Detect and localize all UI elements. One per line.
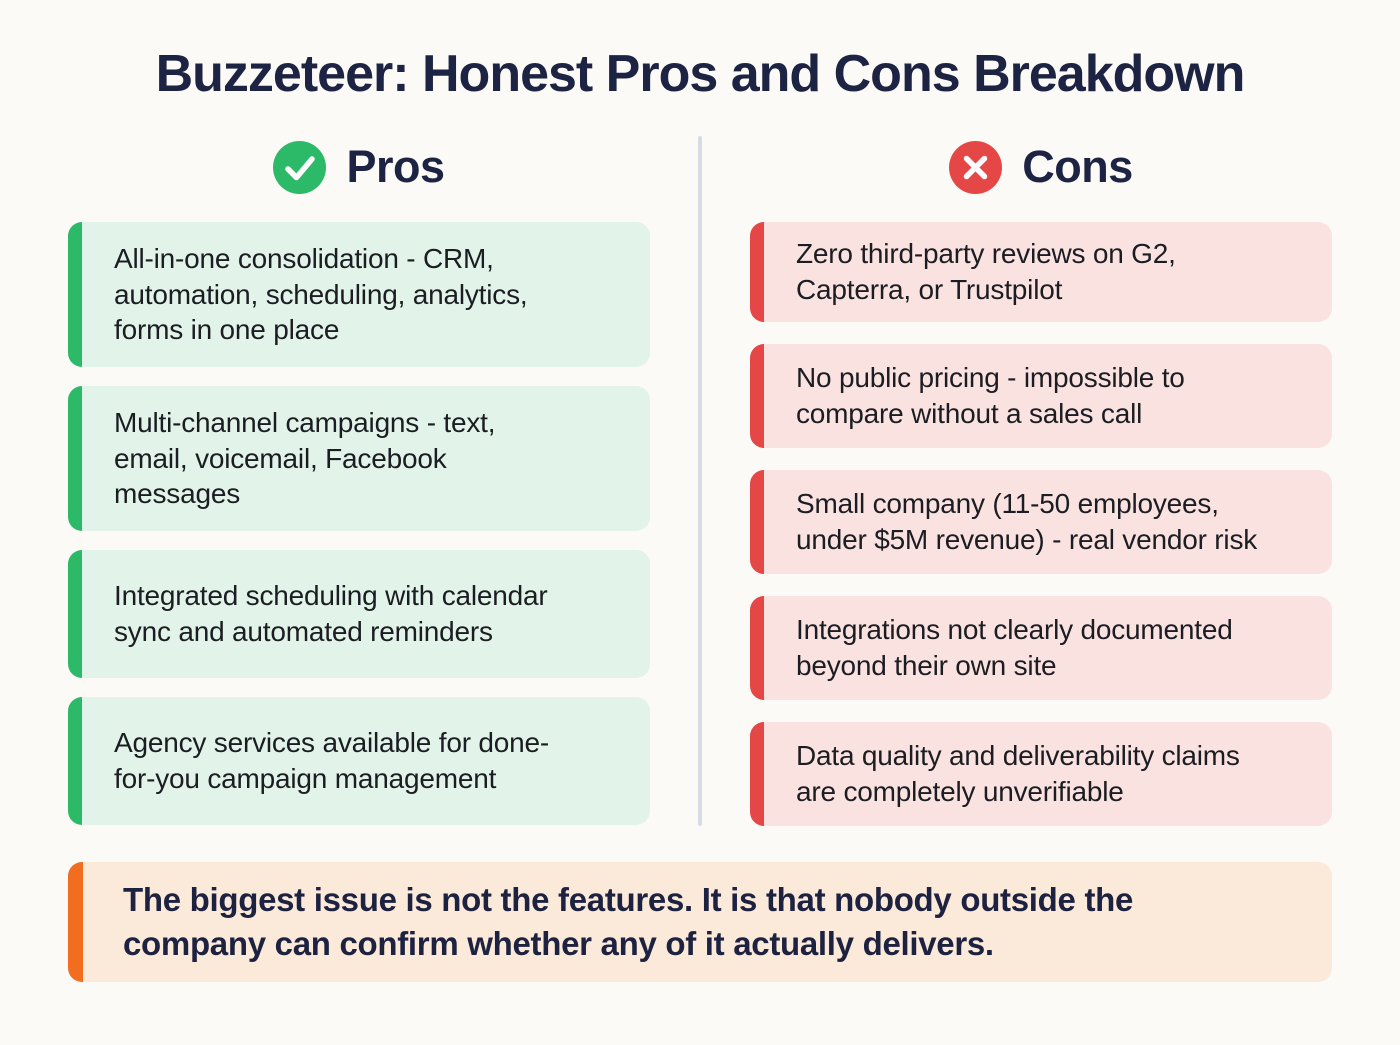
pro-item-text: Integrated scheduling with calendar sync… <box>114 580 548 647</box>
x-icon <box>949 140 1003 194</box>
con-item-text: Data quality and deliverability claims a… <box>796 740 1240 807</box>
spacer <box>68 825 650 826</box>
con-item-text: Integrations not clearly documented beyo… <box>796 614 1233 681</box>
con-item-text: Small company (11-50 employees, under $5… <box>796 488 1258 555</box>
pro-item-text: Agency services available for done- for-… <box>114 727 550 794</box>
con-item-card: Integrations not clearly documented beyo… <box>750 596 1332 700</box>
pros-column: Pros All-in-one consolidation - CRM, aut… <box>68 136 650 826</box>
con-item-text: No public pricing - impossible to compar… <box>796 362 1185 429</box>
con-item-card: Data quality and deliverability claims a… <box>750 722 1332 826</box>
pros-header: Pros <box>68 136 650 198</box>
comparison-columns: Pros All-in-one consolidation - CRM, aut… <box>0 104 1400 826</box>
pro-item-card: Integrated scheduling with calendar sync… <box>68 550 650 678</box>
page-title: Buzzeteer: Honest Pros and Cons Breakdow… <box>155 45 1246 103</box>
con-item-text: Zero third-party reviews on G2, Capterra… <box>796 238 1176 305</box>
pro-item-card: Multi-channel campaigns - text, email, v… <box>68 386 650 531</box>
pro-item-card: Agency services available for done- for-… <box>68 697 650 825</box>
summary-callout: The biggest issue is not the features. I… <box>68 862 1332 982</box>
con-item-card: No public pricing - impossible to compar… <box>750 344 1332 448</box>
con-item-card: Zero third-party reviews on G2, Capterra… <box>750 222 1332 322</box>
summary-callout-text: The biggest issue is not the features. I… <box>123 881 1134 962</box>
cons-header: Cons <box>750 136 1332 198</box>
pros-heading: Pros <box>346 141 445 192</box>
cons-heading: Cons <box>1022 141 1133 192</box>
check-icon <box>273 140 327 194</box>
pro-item-card: All-in-one consolidation - CRM, automati… <box>68 222 650 367</box>
cons-column: Cons Zero third-party reviews on G2, Cap… <box>750 136 1332 826</box>
pro-item-text: Multi-channel campaigns - text, email, v… <box>114 406 496 510</box>
pro-item-text: All-in-one consolidation - CRM, automati… <box>114 242 528 346</box>
con-item-card: Small company (11-50 employees, under $5… <box>750 470 1332 574</box>
column-divider <box>698 136 702 826</box>
